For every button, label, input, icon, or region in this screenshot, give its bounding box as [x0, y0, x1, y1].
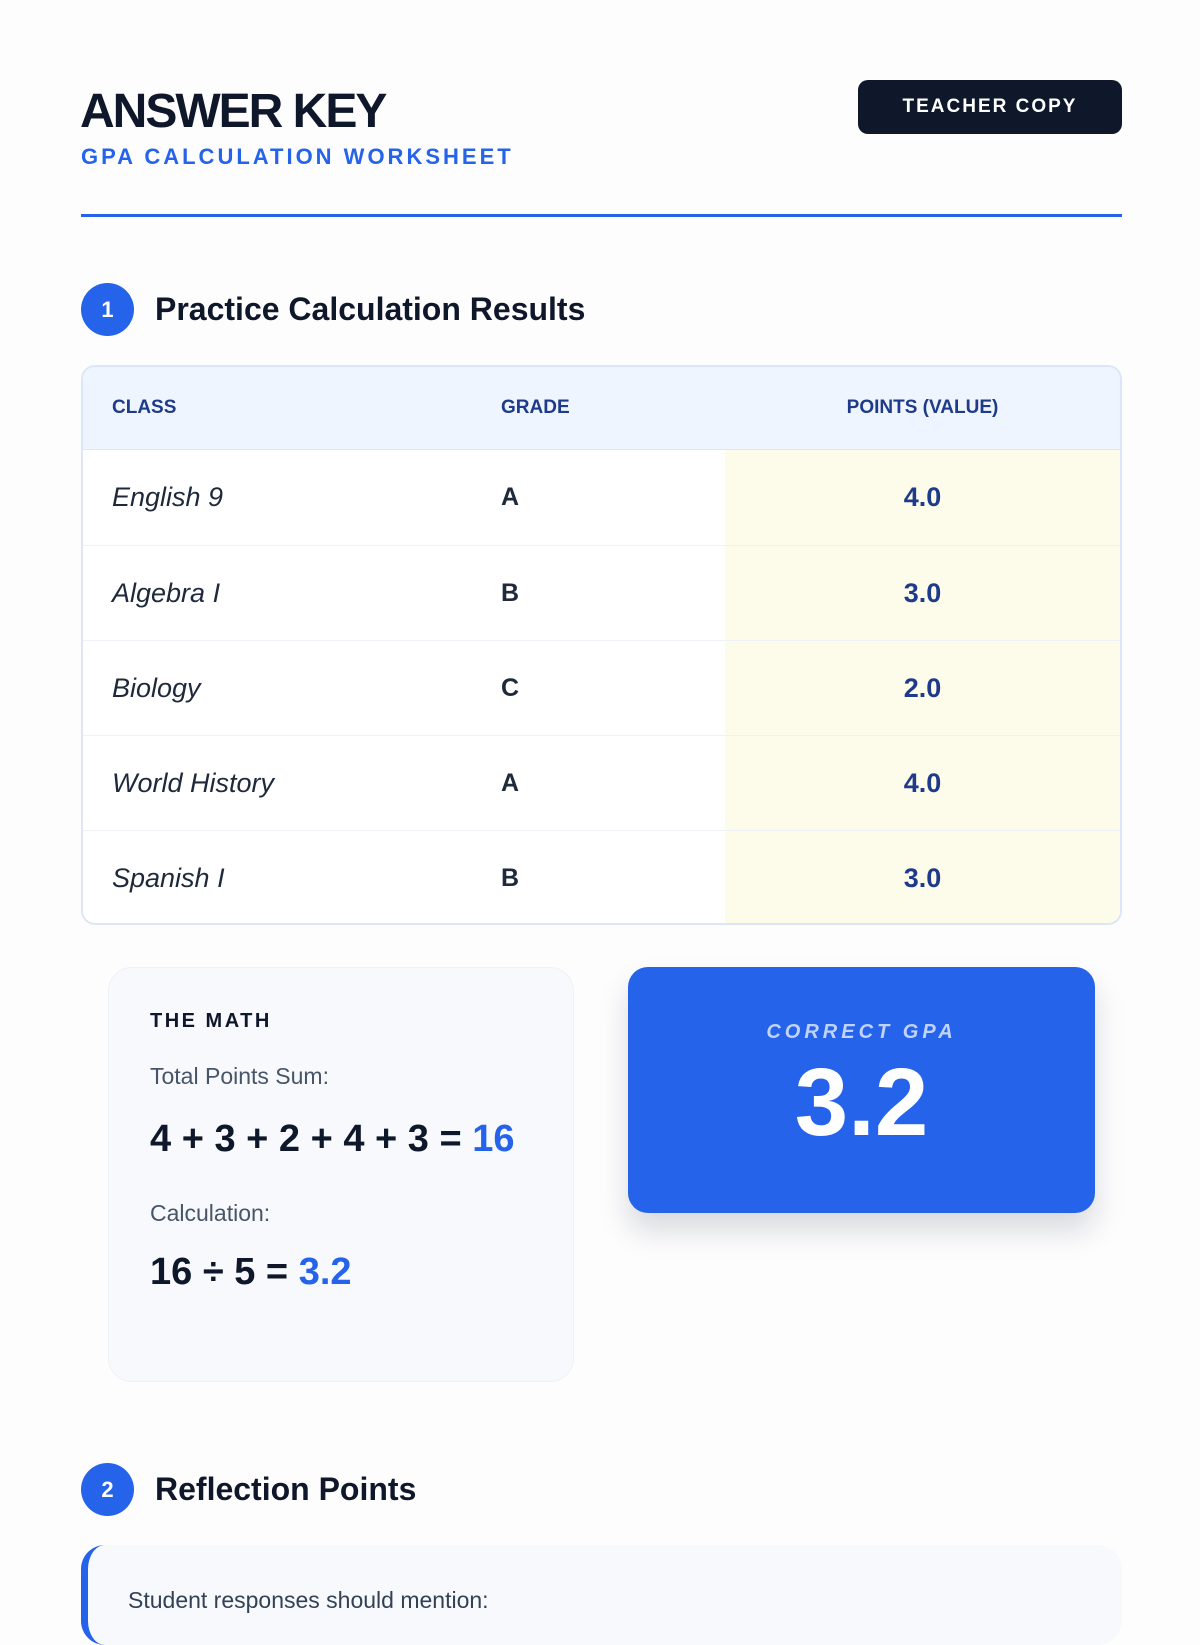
- table-header: CLASS GRADE POINTS (VALUE): [83, 367, 1120, 450]
- table-row: Algebra I B 3.0: [83, 545, 1120, 640]
- math-card: THE MATH Total Points Sum: 4 + 3 + 2 + 4…: [108, 967, 574, 1382]
- points-cell: 4.0: [725, 450, 1120, 545]
- grade-cell: B: [501, 863, 520, 892]
- gpa-label: CORRECT GPA: [766, 1021, 957, 1043]
- table-row: Spanish I B 3.0: [83, 830, 1120, 923]
- table-row: Biology C 2.0: [83, 640, 1120, 735]
- math-label: THE MATH: [150, 1010, 272, 1032]
- page-subtitle: GPA CALCULATION WORKSHEET: [81, 144, 514, 169]
- correct-gpa-card: CORRECT GPA 3.2: [628, 967, 1095, 1213]
- class-cell: Spanish I: [112, 862, 225, 893]
- sum-expression: 4 + 3 + 2 + 4 + 3 =: [150, 1118, 462, 1160]
- header-divider: [81, 214, 1122, 217]
- section-title: Practice Calculation Results: [155, 291, 586, 327]
- section-number: 2: [81, 1463, 134, 1516]
- gpa-value: 3.2: [794, 1049, 929, 1156]
- column-header-points: POINTS (VALUE): [846, 397, 999, 418]
- sum-label: Total Points Sum:: [150, 1063, 329, 1089]
- sum-result: 16: [472, 1118, 515, 1160]
- section-title: Reflection Points: [155, 1471, 417, 1507]
- table-row: English 9 A 4.0: [83, 450, 1120, 545]
- section-number: 1: [81, 283, 134, 336]
- sum-equation: 4 + 3 + 2 + 4 + 3 = 16: [150, 1112, 530, 1166]
- points-cell: 3.0: [725, 546, 1120, 640]
- calc-expression: 16 ÷ 5 =: [150, 1251, 289, 1293]
- calc-label: Calculation:: [150, 1200, 271, 1226]
- section-2-heading: 2 Reflection Points: [81, 1463, 416, 1516]
- class-cell: World History: [112, 767, 275, 798]
- points-cell: 4.0: [725, 736, 1120, 830]
- grade-cell: A: [501, 483, 520, 511]
- grade-cell: A: [501, 768, 520, 797]
- grade-cell: B: [501, 578, 520, 607]
- points-cell: 3.0: [725, 831, 1120, 923]
- class-cell: Biology: [112, 672, 201, 703]
- grade-cell: C: [501, 673, 520, 702]
- calc-equation: 16 ÷ 5 = 3.2: [150, 1245, 530, 1299]
- reflection-intro: Student responses should mention:: [128, 1587, 489, 1613]
- page-title: ANSWER KEY: [80, 85, 387, 138]
- points-cell: 2.0: [725, 641, 1120, 735]
- class-cell: Algebra I: [112, 577, 221, 608]
- column-header-grade: GRADE: [501, 397, 570, 418]
- column-header-class: CLASS: [112, 397, 177, 418]
- class-cell: English 9: [112, 482, 224, 512]
- section-1-heading: 1 Practice Calculation Results: [81, 283, 585, 336]
- calc-result: 3.2: [298, 1251, 352, 1293]
- reflection-card: Student responses should mention:: [81, 1545, 1122, 1645]
- results-table: CLASS GRADE POINTS (VALUE) English 9 A 4…: [81, 365, 1122, 925]
- table-row: World History A 4.0: [83, 735, 1120, 830]
- teacher-copy-badge: TEACHER COPY: [858, 80, 1122, 134]
